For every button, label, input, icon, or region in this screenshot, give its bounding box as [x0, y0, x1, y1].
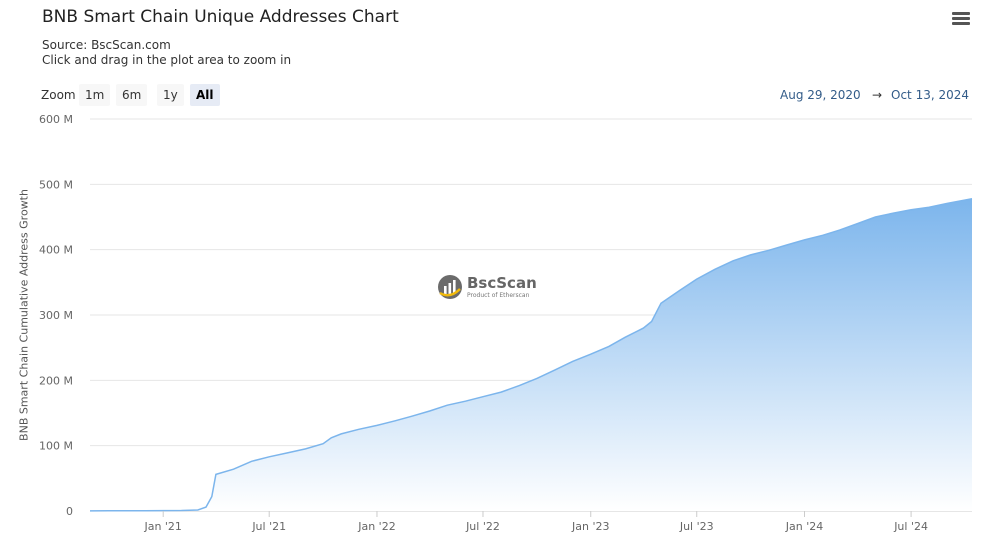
- x-axis-ticks: Jan '21 Jul '21 Jan '22 Jul '22 Jan '23 Jul '…: [143, 511, 928, 533]
- x-tick-label: Jan '24: [785, 520, 823, 533]
- zoom-all-button[interactable]: All: [190, 84, 220, 106]
- x-tick-label: Jul '21: [251, 520, 286, 533]
- y-tick-label: 300 M: [39, 309, 73, 322]
- zoom-hint: Click and drag in the plot area to zoom …: [42, 53, 292, 67]
- series-area-fill: [90, 198, 972, 511]
- zoom-6m-button[interactable]: 6m: [116, 84, 148, 106]
- y-tick-label: 0: [66, 505, 73, 518]
- y-tick-label: 500 M: [39, 178, 73, 191]
- menu-bar: [952, 22, 970, 25]
- series-line[interactable]: [89, 197, 973, 512]
- chart-source: Source: BscScan.com: [42, 38, 171, 52]
- hamburger-menu-icon[interactable]: [952, 12, 970, 26]
- watermark-brand: BscScan: [467, 274, 537, 292]
- x-tick-label: Jul '23: [679, 520, 714, 533]
- series-area: [89, 197, 973, 512]
- y-tick-label: 200 M: [39, 374, 73, 387]
- range-to[interactable]: Oct 13, 2024: [891, 88, 969, 102]
- bscscan-logo-icon: [438, 275, 462, 299]
- x-tick-label: Jan '21: [143, 520, 181, 533]
- y-axis-ticks: 0 100 M 200 M 300 M 400 M 500 M 600 M: [39, 113, 73, 518]
- x-tick-label: Jan '22: [357, 520, 395, 533]
- range-from[interactable]: Aug 29, 2020: [780, 88, 861, 102]
- menu-bar: [952, 17, 970, 20]
- x-tick-label: Jul '22: [465, 520, 500, 533]
- chart-title: BNB Smart Chain Unique Addresses Chart: [42, 7, 399, 27]
- watermark-tagline: Product of Etherscan: [467, 292, 530, 299]
- range-arrow: →: [872, 88, 883, 102]
- zoom-label: Zoom: [41, 88, 76, 102]
- menu-bar: [952, 12, 970, 15]
- x-tick-label: Jan '23: [571, 520, 609, 533]
- zoom-1m-button[interactable]: 1m: [79, 84, 111, 106]
- zoom-1y-button[interactable]: 1y: [157, 84, 184, 106]
- y-tick-label: 100 M: [39, 440, 73, 453]
- x-tick-label: Jul '24: [893, 520, 928, 533]
- y-tick-label: 600 M: [39, 113, 73, 126]
- y-tick-label: 400 M: [39, 244, 73, 257]
